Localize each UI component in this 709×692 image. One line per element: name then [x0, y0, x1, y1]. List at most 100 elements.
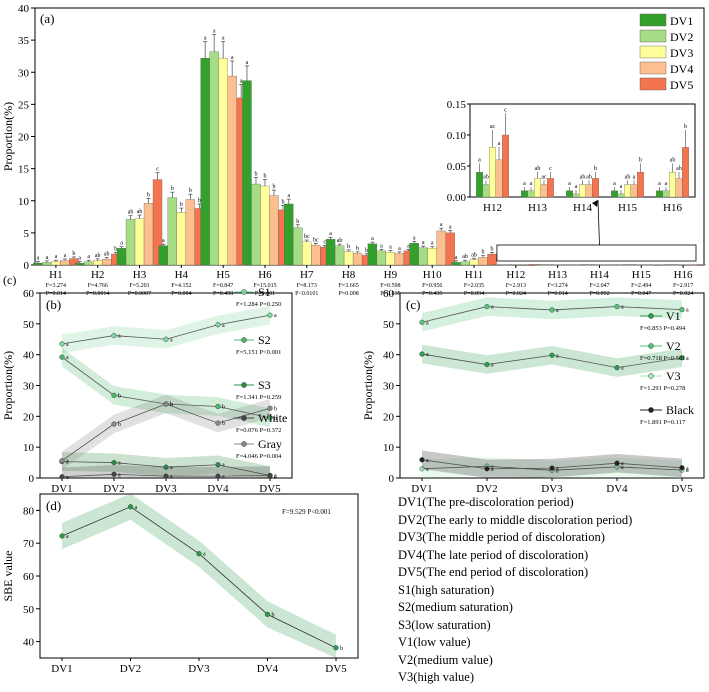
bar-dv4 — [437, 231, 446, 265]
y-tick-label: 40 — [18, 3, 30, 15]
legend-label: White — [258, 411, 287, 425]
significance-letter: a — [621, 461, 624, 467]
legend-stat: F=0.076 P=0.372 — [236, 427, 281, 434]
inset-y-tick-label: 0.15 — [447, 99, 467, 111]
inset-significance-letter: c — [549, 166, 552, 172]
inset-significance-letter: ab — [676, 166, 682, 172]
inset-significance-letter: a — [620, 184, 623, 190]
y-tick-label: 35 — [18, 35, 30, 47]
significance-letter: ab — [462, 254, 468, 260]
data-point — [334, 645, 339, 650]
bar-dv4 — [186, 199, 195, 265]
legend-label: DV2 — [670, 30, 693, 44]
significance-letter: ab — [337, 238, 343, 244]
y-tick-label: 50 — [23, 604, 35, 616]
significance-letter: a — [621, 305, 624, 311]
significance-letter: b — [340, 646, 343, 652]
inset-x-tick-label: H15 — [618, 202, 637, 214]
y-tick-label: 20 — [18, 132, 30, 144]
inset-bar-dv1 — [656, 191, 663, 197]
inset-bar-dv5 — [502, 135, 509, 197]
significance-letter: b — [189, 188, 192, 194]
significance-letter: a — [389, 245, 392, 251]
inset-significance-letter: ab — [483, 174, 489, 180]
x-tick-label: DV3 — [188, 663, 210, 675]
stat-p: P=0.008 — [338, 291, 358, 297]
significance-letter: a — [371, 236, 374, 242]
data-point — [550, 466, 555, 471]
x-tick-label: DV5 — [325, 663, 347, 675]
inset-significance-letter: a — [478, 158, 481, 164]
legend-line: V3(high value) — [398, 669, 708, 687]
x-tick-label: H1 — [49, 269, 62, 281]
y-axis-label: SBE value — [1, 551, 15, 602]
bar-dv3 — [511, 264, 520, 265]
significance-letter: b — [118, 422, 121, 428]
bar-dv4 — [228, 76, 237, 265]
significance-letter: a — [222, 323, 225, 329]
bar-dv4 — [144, 203, 153, 265]
legend-label: Black — [666, 403, 694, 417]
zoom-arrow-head — [592, 200, 598, 207]
inset-significance-letter: a — [498, 141, 501, 147]
bar-dv2 — [377, 251, 386, 265]
stat-f: F=8.173 — [297, 283, 317, 289]
data-point — [615, 365, 620, 370]
legend-marker — [648, 313, 653, 318]
inset-significance-letter: b — [594, 166, 597, 172]
bar-dv3 — [302, 242, 311, 265]
legend-label: S2 — [258, 333, 271, 347]
significance-letter: a — [66, 355, 69, 361]
inset-bar-dv1 — [611, 191, 618, 197]
stat-f: F=3.274 — [46, 283, 66, 289]
inset-bar-dv2 — [573, 194, 580, 197]
inset-significance-letter: ab — [670, 158, 676, 164]
significance-letter: b — [222, 404, 225, 410]
significance-letter: a — [491, 363, 494, 369]
bar-dv3 — [386, 252, 395, 265]
bar-dv3 — [470, 260, 479, 265]
significance-letter: a — [66, 534, 69, 540]
x-tick-label: H5 — [216, 269, 230, 281]
stat-f: F=3.665 — [338, 283, 358, 289]
significance-letter: a — [686, 466, 689, 472]
y-tick-label: 0 — [29, 473, 35, 485]
bar-dv4 — [353, 253, 362, 265]
bar-dv4 — [479, 257, 488, 265]
inset-significance-letter: ab — [580, 174, 586, 180]
significance-letter: a — [78, 255, 81, 261]
significance-letter: b — [72, 251, 75, 257]
x-tick-label: DV4 — [207, 483, 229, 495]
bar-dv1 — [368, 244, 377, 265]
legend-label: DV1 — [670, 14, 693, 28]
stat-f: F=2.494 — [631, 283, 651, 289]
data-point — [265, 612, 270, 617]
data-point — [268, 313, 273, 318]
inset-significance-letter: a — [523, 181, 526, 187]
data-point — [128, 504, 133, 509]
inset-significance-letter: a — [613, 181, 616, 187]
inset-significance-letter: b — [684, 124, 687, 130]
bar-dv1 — [201, 58, 210, 265]
significance-letter: bc — [304, 234, 310, 240]
significance-letter: c — [156, 167, 159, 173]
panel-label: (d) — [46, 498, 61, 513]
bar-dv2 — [84, 262, 93, 265]
legend-stat: F=1.284 P=0.250 — [236, 301, 281, 308]
legend-line: DV5(The end period of discoloration) — [398, 564, 708, 582]
legend-stat: F=1.291 P=0.278 — [640, 385, 685, 392]
x-tick-label: H9 — [384, 269, 398, 281]
period-legend: DV1(The pre-discoloration period) DV2(Th… — [398, 494, 708, 687]
x-tick-label: DV2 — [103, 483, 124, 495]
data-point — [420, 320, 425, 325]
stat-f: F=5.201 — [129, 283, 149, 289]
bar-dv3 — [428, 248, 437, 265]
y-tick-label: 60 — [23, 571, 35, 583]
bar-dv2 — [126, 219, 135, 265]
data-point — [112, 472, 117, 477]
significance-letter: a — [491, 305, 494, 311]
legend-marker — [648, 373, 653, 378]
zoom-arrow — [598, 200, 599, 245]
inset-bar-dv1 — [521, 191, 528, 197]
legend-line: DV3(The middle period of discoloration) — [398, 529, 708, 547]
